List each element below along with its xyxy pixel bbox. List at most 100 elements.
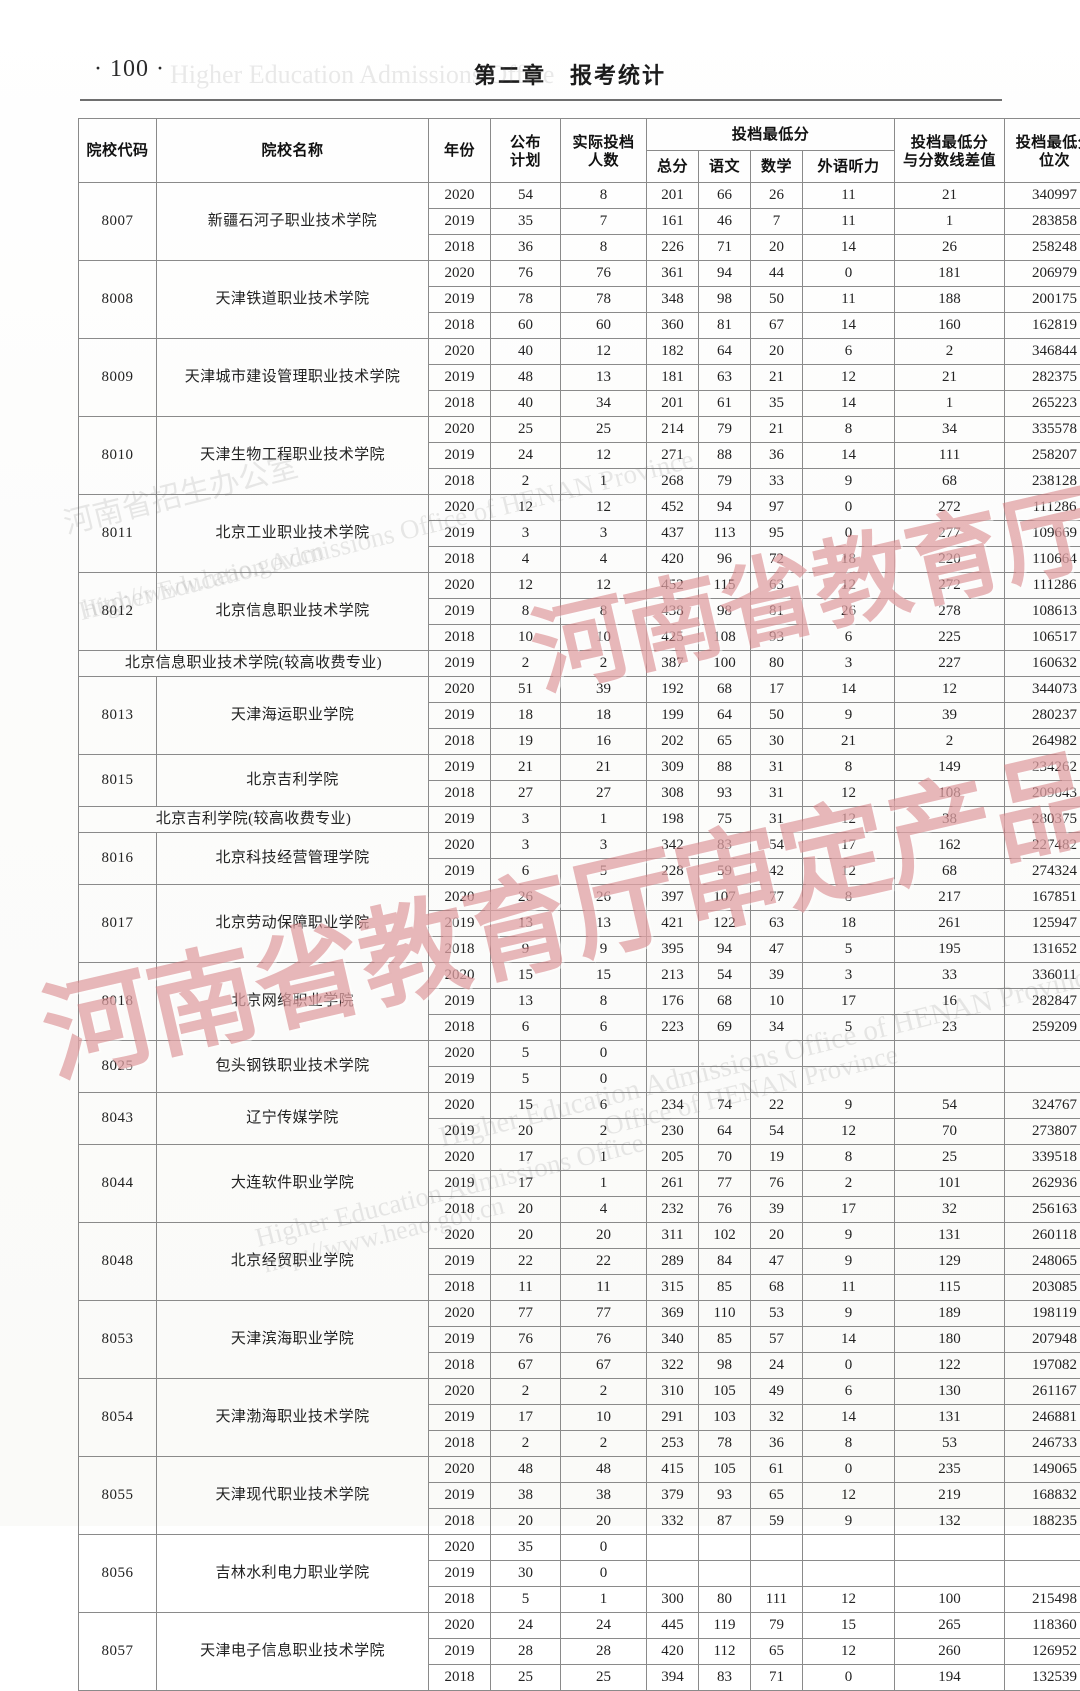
cell-plan: 77 xyxy=(491,1301,561,1327)
cell-total-score: 181 xyxy=(647,365,699,391)
cell-chinese-score: 61 xyxy=(699,391,751,417)
cell-total-score: 198 xyxy=(647,807,699,833)
cell-school-name: 新疆石河子职业技术学院 xyxy=(157,183,429,261)
col-header-actual-line2: 人数 xyxy=(588,151,619,169)
col-header-plan-line2: 计划 xyxy=(510,151,541,169)
col-header-rank-line1: 投档最低分 xyxy=(1016,133,1080,151)
cell-total-score: 226 xyxy=(647,235,699,261)
cell-year: 2020 xyxy=(429,1457,491,1483)
cell-school-name: 天津铁道职业技术学院 xyxy=(157,261,429,339)
cell-rank: 227482 xyxy=(1005,833,1080,859)
cell-chinese-score: 119 xyxy=(699,1613,751,1639)
cell-math-score: 65 xyxy=(751,1639,803,1665)
cell-year: 2019 xyxy=(429,1119,491,1145)
cell-school-name-subprogram: 北京信息职业技术学院(较高收费专业) xyxy=(79,651,429,677)
cell-actual: 39 xyxy=(561,677,647,703)
col-header-math: 数学 xyxy=(751,151,803,183)
cell-year: 2019 xyxy=(429,1561,491,1587)
cell-score-line-diff: 195 xyxy=(895,937,1005,963)
cell-rank: 260118 xyxy=(1005,1223,1080,1249)
cell-plan: 10 xyxy=(491,625,561,651)
cell-actual: 3 xyxy=(561,521,647,547)
cell-score-line-diff: 21 xyxy=(895,183,1005,209)
cell-english-listening-score: 8 xyxy=(803,885,895,911)
cell-score-line-diff: 194 xyxy=(895,1665,1005,1691)
cell-year: 2019 xyxy=(429,807,491,833)
cell-total-score: 300 xyxy=(647,1587,699,1613)
cell-chinese-score: 68 xyxy=(699,989,751,1015)
cell-rank xyxy=(1005,1535,1080,1561)
cell-math-score: 63 xyxy=(751,911,803,937)
cell-math-score xyxy=(751,1535,803,1561)
cell-score-line-diff: 260 xyxy=(895,1639,1005,1665)
cell-score-line-diff: 189 xyxy=(895,1301,1005,1327)
cell-total-score: 322 xyxy=(647,1353,699,1379)
cell-actual: 2 xyxy=(561,1119,647,1145)
cell-score-line-diff: 217 xyxy=(895,885,1005,911)
cell-actual: 48 xyxy=(561,1457,647,1483)
cell-total-score: 348 xyxy=(647,287,699,313)
cell-actual: 8 xyxy=(561,235,647,261)
cell-total-score: 361 xyxy=(647,261,699,287)
cell-total-score: 201 xyxy=(647,183,699,209)
cell-chinese-score: 80 xyxy=(699,1587,751,1613)
cell-math-score: 65 xyxy=(751,1483,803,1509)
cell-chinese-score: 81 xyxy=(699,313,751,339)
cell-actual: 4 xyxy=(561,1197,647,1223)
cell-score-line-diff: 162 xyxy=(895,833,1005,859)
cell-chinese-score: 64 xyxy=(699,339,751,365)
cell-math-score: 32 xyxy=(751,1405,803,1431)
cell-actual: 24 xyxy=(561,1613,647,1639)
cell-actual: 26 xyxy=(561,885,647,911)
cell-math-score: 35 xyxy=(751,391,803,417)
cell-school-code: 8007 xyxy=(79,183,157,261)
cell-plan: 54 xyxy=(491,183,561,209)
cell-school-name: 天津电子信息职业技术学院 xyxy=(157,1613,429,1691)
cell-total-score: 395 xyxy=(647,937,699,963)
cell-year: 2020 xyxy=(429,885,491,911)
cell-school-name: 北京工业职业技术学院 xyxy=(157,495,429,573)
cell-score-line-diff: 100 xyxy=(895,1587,1005,1613)
cell-chinese-score: 63 xyxy=(699,365,751,391)
col-header-english-listening: 外语听力 xyxy=(803,151,895,183)
cell-chinese-score: 105 xyxy=(699,1457,751,1483)
cell-school-name: 天津城市建设管理职业技术学院 xyxy=(157,339,429,417)
cell-score-line-diff xyxy=(895,1067,1005,1093)
cell-english-listening-score: 17 xyxy=(803,833,895,859)
cell-year: 2018 xyxy=(429,1015,491,1041)
col-header-plan-line1: 公布 xyxy=(510,133,541,151)
cell-english-listening-score: 5 xyxy=(803,937,895,963)
cell-english-listening-score: 8 xyxy=(803,1431,895,1457)
cell-plan: 76 xyxy=(491,261,561,287)
cell-chinese-score: 94 xyxy=(699,261,751,287)
cell-school-name-subprogram: 北京吉利学院(较高收费专业) xyxy=(79,807,429,833)
cell-math-score: 95 xyxy=(751,521,803,547)
cell-rank: 167851 xyxy=(1005,885,1080,911)
cell-chinese-score: 64 xyxy=(699,1119,751,1145)
cell-math-score: 111 xyxy=(751,1587,803,1613)
cell-actual: 78 xyxy=(561,287,647,313)
cell-math-score: 19 xyxy=(751,1145,803,1171)
cell-english-listening-score: 8 xyxy=(803,755,895,781)
cell-year: 2019 xyxy=(429,1405,491,1431)
cell-actual: 76 xyxy=(561,261,647,287)
cell-plan: 18 xyxy=(491,703,561,729)
cell-actual: 12 xyxy=(561,339,647,365)
cell-total-score: 452 xyxy=(647,495,699,521)
cell-english-listening-score xyxy=(803,1041,895,1067)
cell-year: 2019 xyxy=(429,365,491,391)
cell-score-line-diff: 278 xyxy=(895,599,1005,625)
cell-english-listening-score: 14 xyxy=(803,1405,895,1431)
cell-total-score: 340 xyxy=(647,1327,699,1353)
cell-score-line-diff xyxy=(895,1041,1005,1067)
cell-actual: 8 xyxy=(561,989,647,1015)
cell-plan: 35 xyxy=(491,209,561,235)
cell-school-code: 8043 xyxy=(79,1093,157,1145)
cell-year: 2018 xyxy=(429,313,491,339)
cell-math-score: 59 xyxy=(751,1509,803,1535)
cell-year: 2019 xyxy=(429,703,491,729)
cell-school-name: 天津现代职业技术学院 xyxy=(157,1457,429,1535)
